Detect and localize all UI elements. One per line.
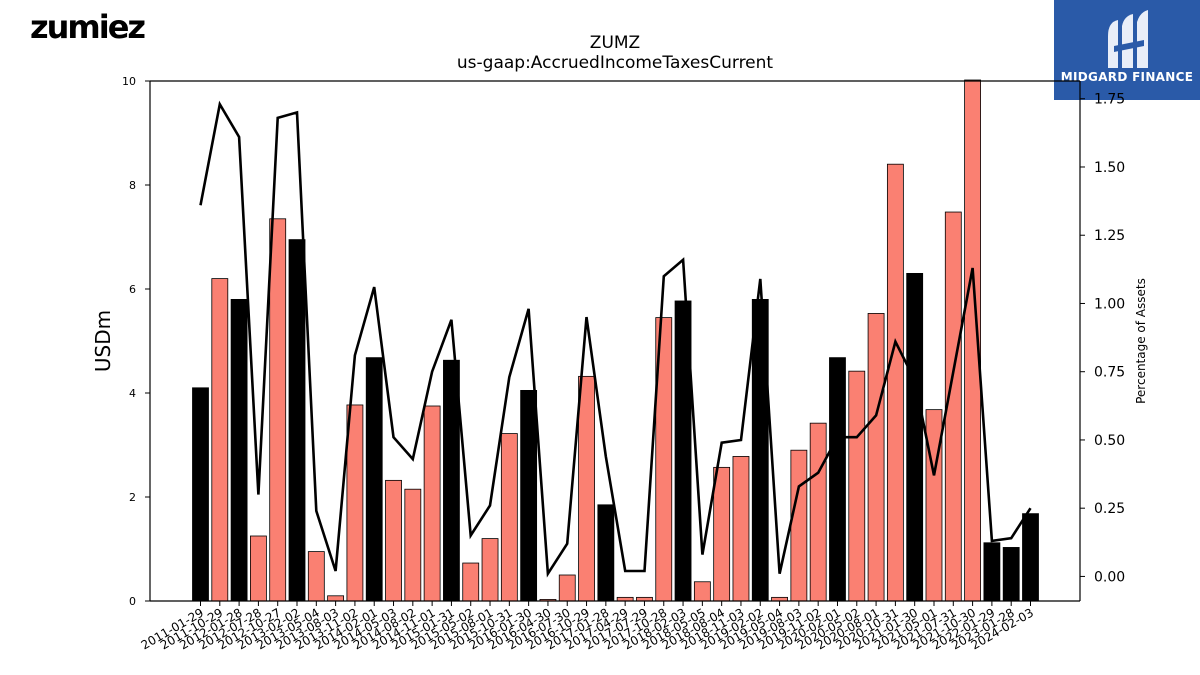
zumiez-logo: zumiez [30, 8, 146, 46]
bar [886, 163, 904, 602]
bar [250, 535, 267, 602]
y2-tick-label: 0.25 [1094, 501, 1125, 517]
bar [693, 581, 711, 602]
badge-text: MIDGARD FINANCE [1060, 70, 1194, 84]
bar [500, 433, 518, 602]
y2-tick-label: 0.75 [1094, 365, 1125, 381]
bar [1002, 547, 1020, 602]
bar [848, 370, 866, 602]
y-tick-label: 10 [122, 75, 136, 88]
midgard-logo-icon [1108, 10, 1148, 68]
bar [558, 574, 576, 602]
bar [423, 405, 441, 602]
bar [462, 562, 480, 602]
y-tick-label: 8 [129, 179, 136, 192]
bar [481, 538, 499, 602]
percentage-line [199, 100, 1032, 578]
bar [365, 357, 383, 602]
bar [578, 375, 595, 602]
bar [192, 387, 209, 602]
y-axis-label: USDm [91, 310, 115, 372]
y2-axis-label: Percentage of Assets [1134, 278, 1148, 404]
bar [327, 595, 345, 602]
bar [1022, 513, 1039, 602]
bar [346, 404, 364, 602]
bar [597, 504, 615, 602]
y2-tick-label: 0.50 [1094, 433, 1125, 449]
bar [906, 272, 924, 602]
y2-tick-label: 1.50 [1094, 160, 1125, 176]
bar [520, 389, 538, 602]
bar [269, 218, 287, 602]
y-tick-label: 4 [129, 387, 136, 400]
y-tick-label: 2 [129, 491, 136, 504]
chart-subtitle: us-gaap:AccruedIncomeTaxesCurrent [456, 53, 774, 73]
y-tick-label: 0 [129, 595, 136, 608]
bar [809, 422, 827, 602]
bar [385, 479, 402, 602]
midgard-finance-badge: MIDGARD FINANCE [1054, 0, 1200, 100]
bar [790, 449, 808, 602]
bar [829, 357, 846, 602]
bar [307, 551, 325, 602]
bar [983, 542, 1001, 602]
y2-tick-label: 1.00 [1094, 296, 1125, 312]
y2-tick-label: 0.00 [1094, 569, 1125, 585]
bar [211, 278, 229, 602]
y2-tick-label: 1.25 [1094, 228, 1125, 244]
y-tick-label: 6 [129, 283, 136, 296]
bar [713, 466, 731, 602]
chart-title: ZUMZ [589, 33, 641, 53]
bar [404, 488, 422, 602]
bar [867, 313, 885, 602]
bar [288, 239, 306, 602]
bar [732, 456, 750, 602]
y2-tick-label: 1.75 [1094, 92, 1125, 108]
bar [230, 298, 248, 602]
